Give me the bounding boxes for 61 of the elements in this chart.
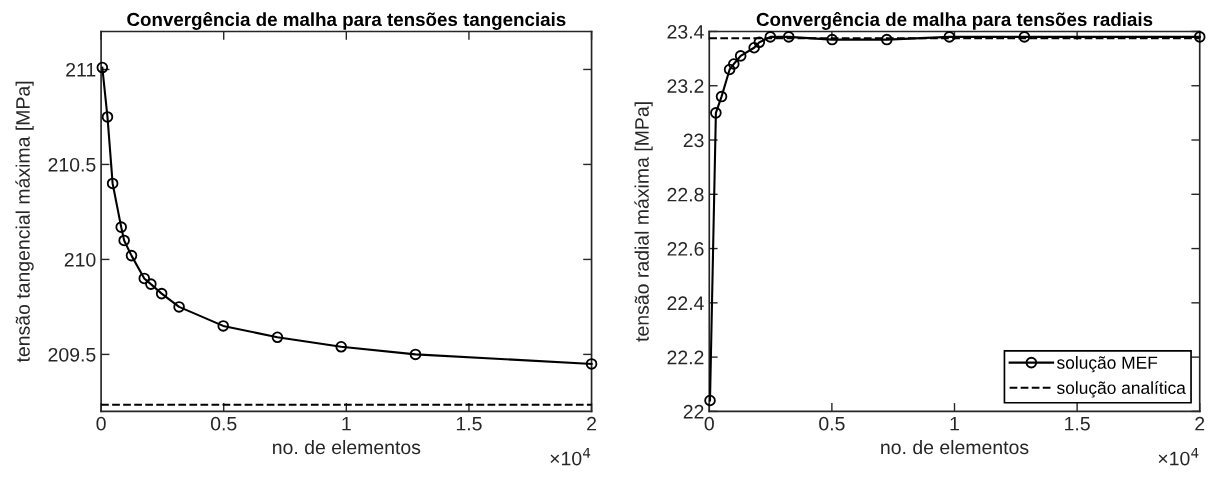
x-tick-label: 1.5 — [456, 416, 482, 431]
point — [723, 63, 736, 76]
x-tick-label: 0 — [704, 416, 714, 431]
point — [728, 58, 740, 70]
x-axis-title: no. de elementos — [881, 439, 1029, 455]
y-tick-label: 22.4 — [667, 296, 704, 310]
chart-title: Convergência de malha para tensões tangenciais — [127, 11, 566, 30]
point — [753, 36, 766, 49]
point — [715, 90, 728, 103]
y-axis-title: tensão tangencial máxima [MPa] — [15, 81, 34, 363]
point — [782, 31, 795, 43]
point — [1018, 31, 1031, 43]
y-tick-label: 22.2 — [667, 350, 704, 365]
point — [943, 31, 956, 43]
y-tick-label: 22.8 — [667, 187, 704, 202]
x-tick-label: 1 — [342, 416, 351, 431]
point — [106, 177, 119, 190]
y-tick-label: 209.5 — [48, 347, 96, 362]
point — [155, 287, 168, 300]
x-tick-label: 1 — [950, 416, 959, 431]
y-axis-title: tensão radial máxima [MPa] — [634, 102, 653, 342]
point — [115, 221, 127, 233]
x-tick-label: 0.5 — [210, 416, 237, 431]
x-tick-label: 0.5 — [819, 416, 845, 431]
y-tick-label: 22.6 — [667, 242, 704, 256]
point — [173, 301, 185, 313]
text: ×10$^{4}$ — [550, 447, 591, 466]
point — [118, 234, 130, 247]
y-tick-label: 23.2 — [667, 79, 704, 93]
y-tick-label: 210 — [64, 252, 96, 267]
point — [734, 50, 747, 62]
y-tick-label: 23 — [683, 133, 704, 148]
point — [96, 61, 109, 74]
point — [335, 341, 347, 353]
point — [748, 41, 760, 54]
point — [217, 320, 229, 332]
y-tick-label: 22 — [683, 404, 704, 419]
x-tick-label: 1.5 — [1065, 416, 1090, 431]
point — [881, 33, 893, 46]
point — [145, 278, 157, 290]
point — [764, 31, 777, 43]
chart-title: Convergência de malha para tensões radiais — [756, 11, 1153, 30]
point — [138, 272, 151, 285]
legend-label: solução analítica — [1057, 381, 1186, 398]
y-tick-label: 211 — [66, 62, 96, 77]
text: ×10$^{4}$ — [1158, 447, 1199, 466]
x-tick-label: 0 — [96, 416, 106, 431]
point — [710, 107, 722, 119]
legend-label: solução MEF — [1057, 356, 1158, 373]
point — [704, 394, 716, 407]
x-tick-label: 2 — [587, 416, 596, 431]
point — [125, 249, 138, 262]
point — [271, 331, 284, 344]
point — [101, 111, 114, 123]
point — [585, 358, 598, 370]
y-tick-label: 210.5 — [48, 157, 96, 172]
point — [826, 33, 838, 46]
y-tick-label: 23.4 — [667, 24, 704, 39]
x-axis-title: no. de elementos — [273, 439, 421, 455]
x-tick-label: 2 — [1195, 416, 1205, 431]
point — [409, 348, 422, 361]
